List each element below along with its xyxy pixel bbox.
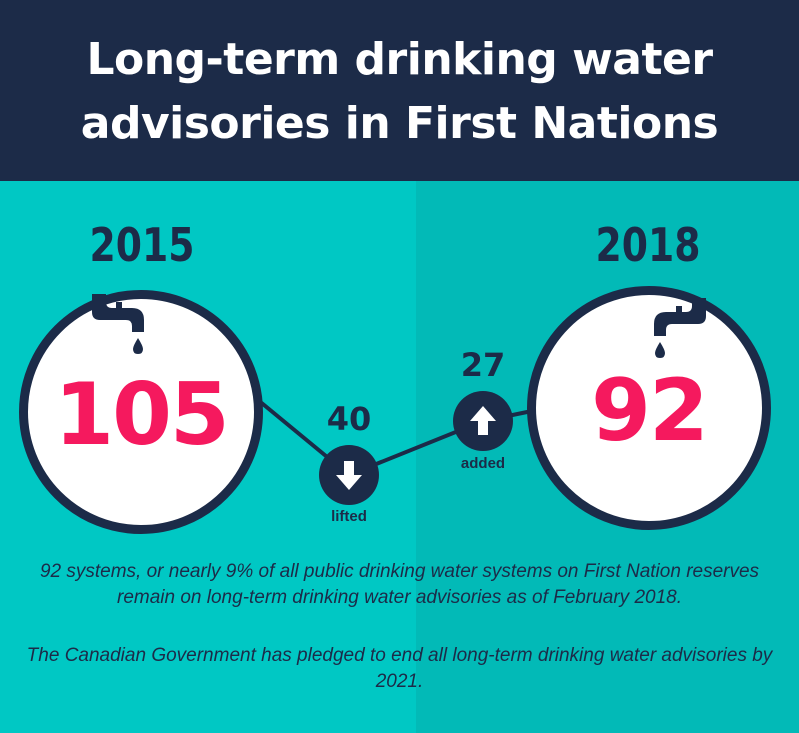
count-circle-2018: [527, 286, 771, 530]
arrow-down-icon: [319, 445, 379, 505]
added-label: added: [460, 455, 506, 472]
advisory-count-2015: 105: [54, 365, 230, 465]
advisory-count-2018: 92: [591, 361, 709, 461]
water-tap-icon: [654, 298, 706, 358]
lifted-count: 40: [326, 400, 372, 438]
year-2018-label: 2018: [595, 218, 701, 272]
year-2015-label: 2015: [89, 218, 195, 272]
water-tap-icon: [92, 294, 144, 354]
title-line-1: Long-term drinking water: [86, 34, 713, 85]
count-circle-2015: [19, 290, 263, 534]
lifted-label: lifted: [331, 508, 367, 525]
header-banner: Long-term drinking water advisories in F…: [0, 0, 799, 181]
summary-paragraph: 92 systems, or nearly 9% of all public d…: [39, 561, 760, 608]
arrow-up-icon: [453, 391, 513, 451]
title-line-2: advisories in First Nations: [80, 98, 719, 149]
added-count: 27: [460, 346, 506, 384]
pledge-paragraph: The Canadian Government has pledged to e…: [26, 645, 773, 692]
